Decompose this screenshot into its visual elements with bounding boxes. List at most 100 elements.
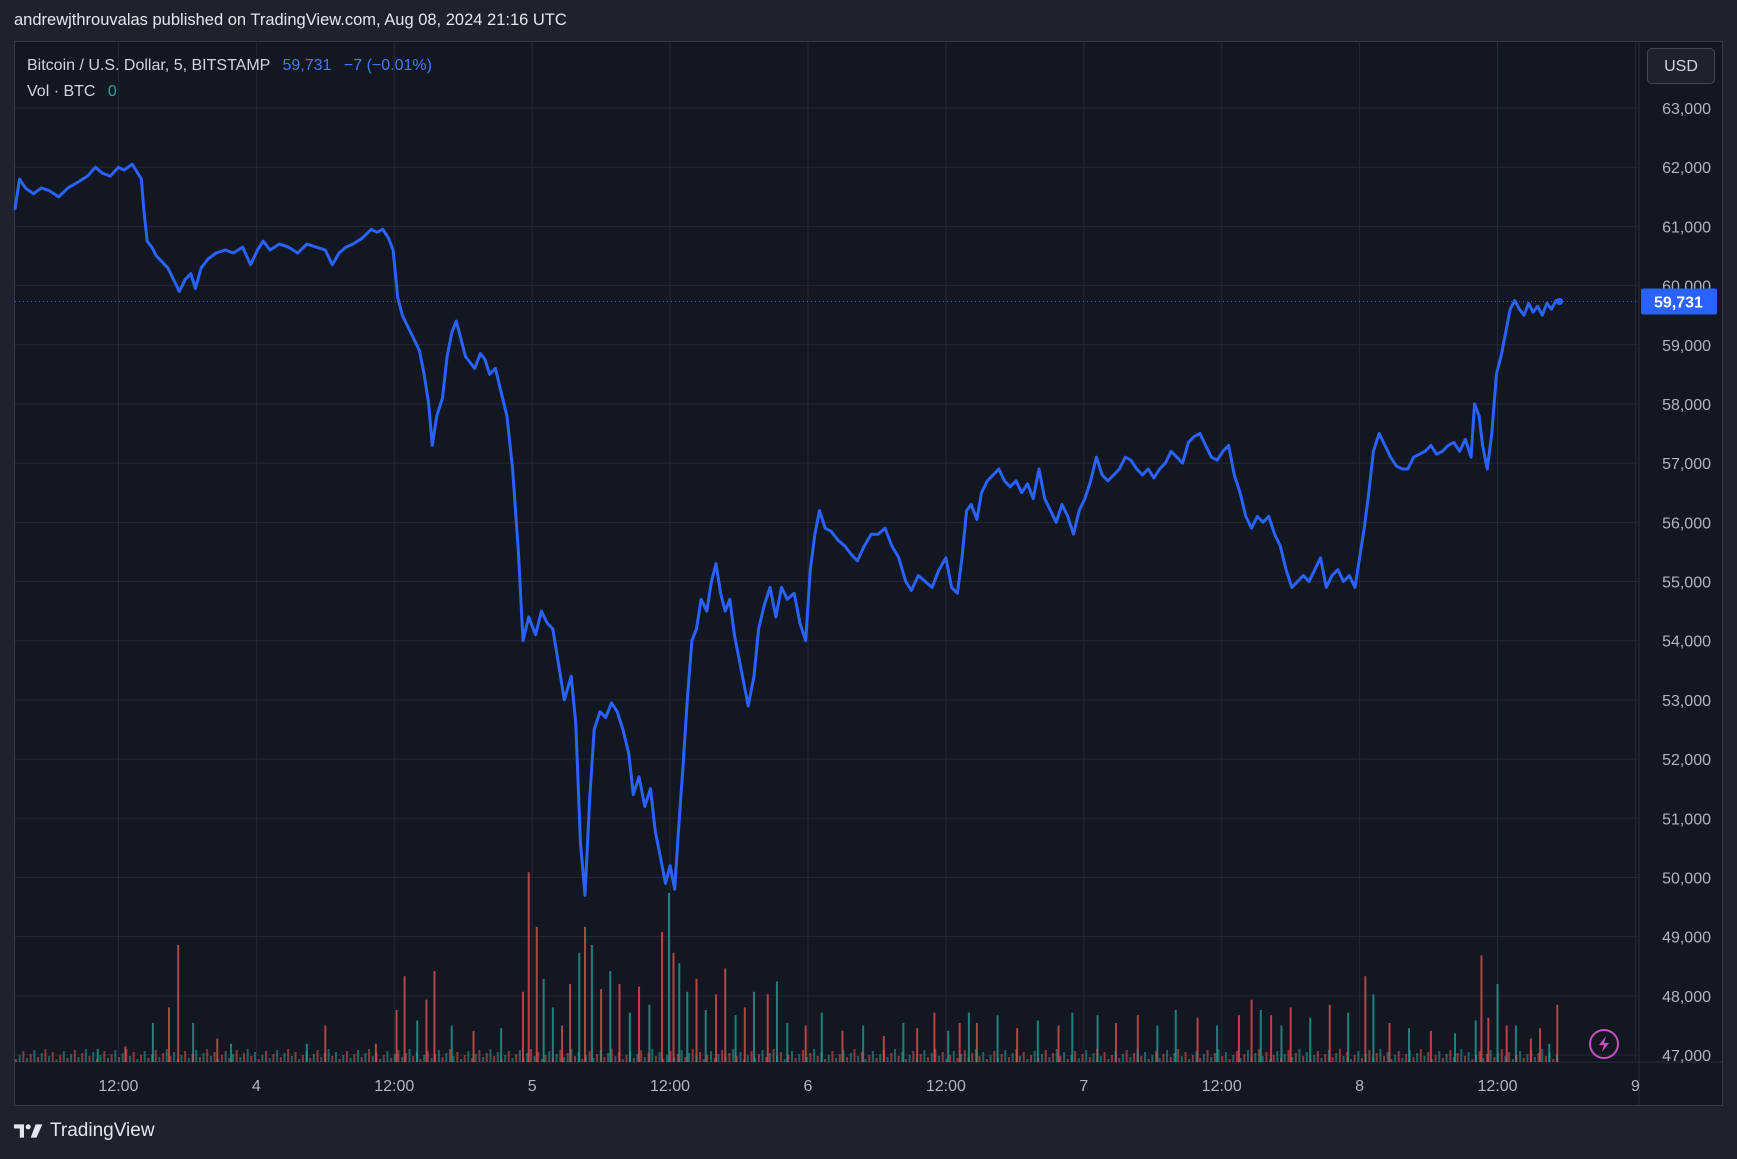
volume-bar xyxy=(1539,1028,1542,1062)
volume-bar xyxy=(239,1057,242,1062)
volume-bar xyxy=(415,1052,418,1062)
volume-bar xyxy=(687,1053,690,1062)
y-tick-label: 61,000 xyxy=(1662,219,1711,236)
volume-bar xyxy=(875,1058,878,1062)
x-tick-label: 6 xyxy=(804,1078,813,1095)
volume-bar xyxy=(231,1054,234,1062)
y-tick-label: 54,000 xyxy=(1662,634,1711,651)
volume-bar xyxy=(22,1051,25,1062)
volume-bar xyxy=(842,1050,845,1062)
volume-bar xyxy=(864,1059,867,1062)
volume-bar xyxy=(882,1036,885,1062)
volume-bar xyxy=(1033,1051,1036,1062)
volume-bar xyxy=(841,1030,844,1062)
volume-bar xyxy=(555,1054,558,1062)
volume-bar xyxy=(933,1012,936,1062)
volume-bar xyxy=(790,1051,793,1062)
volume-bar xyxy=(1305,1052,1308,1062)
volume-bar xyxy=(220,1055,223,1062)
lightning-icon[interactable] xyxy=(1589,1029,1619,1059)
volume-bar xyxy=(1489,1050,1492,1062)
y-tick-label: 47,000 xyxy=(1662,1048,1711,1065)
volume-bar xyxy=(846,1057,849,1062)
volume-bar xyxy=(1419,1049,1422,1062)
volume-bar xyxy=(1482,1058,1485,1062)
currency-button[interactable]: USD xyxy=(1647,48,1715,84)
volume-bar xyxy=(456,1052,459,1062)
volume-bar xyxy=(1487,1017,1490,1062)
volume-bar xyxy=(651,1049,654,1062)
volume-bar xyxy=(544,1055,547,1062)
time-axis[interactable]: 12:00 4 12:00 5 12:00 6 12:00 7 12:00 8 12:00 9 xyxy=(98,1078,1640,1095)
volume-bar xyxy=(974,1049,977,1062)
volume-bar xyxy=(1007,1057,1010,1062)
volume-bar xyxy=(669,1051,672,1062)
volume-bar xyxy=(665,1055,668,1062)
volume-bar xyxy=(1287,1050,1290,1062)
volume-bar xyxy=(99,1055,102,1062)
x-tick-label: 5 xyxy=(528,1078,537,1095)
volume-bar xyxy=(1390,1059,1393,1062)
volume-bar xyxy=(1173,1053,1176,1062)
volume-bar xyxy=(1228,1059,1231,1062)
volume-bar xyxy=(1430,1059,1433,1062)
volume-bar xyxy=(1291,1057,1294,1062)
volume-bar xyxy=(117,1057,120,1062)
volume-bar xyxy=(353,1054,356,1062)
volume-bar xyxy=(216,1038,219,1062)
volume-bar xyxy=(699,1052,702,1062)
volume-bar xyxy=(776,1056,779,1062)
volume-bar xyxy=(158,1057,161,1062)
symbol-name: Bitcoin / U.S. Dollar, 5, BITSTAMP xyxy=(27,57,271,74)
volume-bar xyxy=(1379,1049,1382,1062)
volume-bar xyxy=(294,1052,297,1062)
volume-bar xyxy=(345,1051,348,1062)
volume-bar xyxy=(1221,1056,1224,1062)
volume-bar xyxy=(261,1055,264,1062)
volume-bar xyxy=(1110,1055,1113,1062)
volume-bar xyxy=(1342,1056,1345,1062)
grid-lines xyxy=(15,42,1639,1062)
volume-bar xyxy=(1272,1055,1275,1062)
volume-bar xyxy=(1140,1056,1143,1062)
volume-bar xyxy=(1514,1025,1517,1062)
volume-bar xyxy=(584,926,587,1062)
volume-bar xyxy=(890,1053,893,1062)
brand-name: TradingView xyxy=(50,1120,155,1141)
volume-bar xyxy=(820,1012,823,1062)
volume-bar xyxy=(672,952,675,1062)
volume-bar xyxy=(371,1056,374,1062)
chart-legend: Bitcoin / U.S. Dollar, 5, BITSTAMP 59,73… xyxy=(27,53,432,105)
volume-bar xyxy=(1522,1058,1525,1062)
volume-bar xyxy=(941,1052,944,1062)
symbol-legend-row[interactable]: Bitcoin / U.S. Dollar, 5, BITSTAMP 59,73… xyxy=(27,53,432,79)
volume-bar xyxy=(95,1059,98,1062)
volume-bar xyxy=(732,1049,735,1062)
volume-bar xyxy=(452,1056,455,1062)
volume-bar xyxy=(1555,1055,1558,1062)
volume-bar xyxy=(180,1055,183,1062)
volume-bar xyxy=(783,1059,786,1062)
volume-bar xyxy=(960,1054,963,1062)
volume-bar xyxy=(1224,1052,1227,1062)
volume-bar xyxy=(1276,1051,1279,1062)
volume-bar xyxy=(1250,1057,1253,1062)
volume-bar xyxy=(1210,1057,1213,1062)
volume-bar xyxy=(618,1052,621,1062)
volume-bar xyxy=(416,1020,419,1062)
volume-legend-row[interactable]: Vol · BTC 0 xyxy=(27,79,432,105)
x-tick-label: 9 xyxy=(1631,1078,1640,1095)
volume-bar xyxy=(667,893,670,1062)
volume-bar xyxy=(1309,1017,1312,1062)
volume-bar xyxy=(55,1059,58,1062)
volume-bar xyxy=(1441,1058,1444,1062)
volume-bar xyxy=(526,1053,529,1062)
volume-bar xyxy=(1526,1054,1529,1062)
volume-bar xyxy=(1511,1059,1514,1062)
volume-bar xyxy=(228,1058,231,1062)
volume-bar xyxy=(224,1051,227,1062)
volume-bar xyxy=(276,1050,279,1062)
x-tick-label: 12:00 xyxy=(650,1078,690,1095)
volume-bar xyxy=(673,1058,676,1062)
